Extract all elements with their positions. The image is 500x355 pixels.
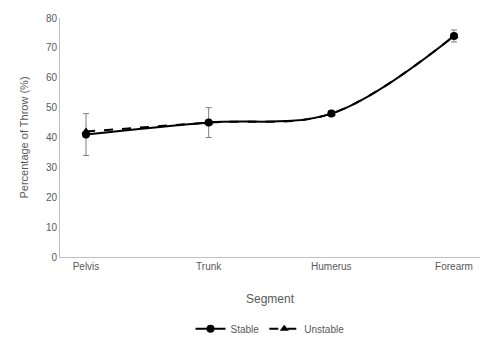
svg-text:Segment: Segment <box>246 292 295 306</box>
svg-text:40: 40 <box>46 132 58 143</box>
svg-text:Pelvis: Pelvis <box>73 261 100 272</box>
svg-text:70: 70 <box>46 42 58 53</box>
svg-text:60: 60 <box>46 72 58 83</box>
svg-text:Unstable: Unstable <box>304 324 344 335</box>
svg-text:Percentage of Throw (%): Percentage of Throw (%) <box>18 76 30 198</box>
svg-text:Forearm: Forearm <box>435 261 473 272</box>
svg-text:50: 50 <box>46 102 58 113</box>
svg-text:Stable: Stable <box>231 324 260 335</box>
svg-text:Trunk: Trunk <box>196 261 222 272</box>
svg-text:80: 80 <box>46 13 58 24</box>
svg-text:Humerus: Humerus <box>311 261 352 272</box>
svg-text:30: 30 <box>46 162 58 173</box>
svg-text:20: 20 <box>46 192 58 203</box>
svg-text:10: 10 <box>46 222 58 233</box>
svg-text:0: 0 <box>51 252 57 263</box>
